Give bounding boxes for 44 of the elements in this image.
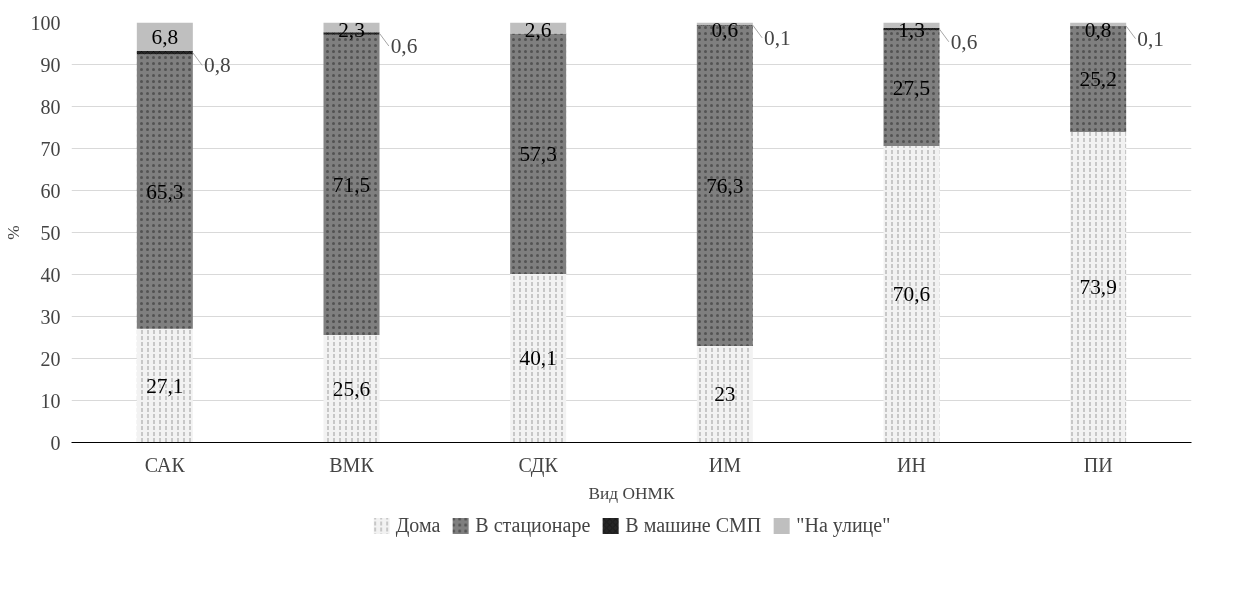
data-label: 25,2 [1079,67,1117,92]
data-label: 57,3 [519,141,557,166]
y-tick-label: 100 [30,11,61,34]
data-label: 73,9 [1079,275,1117,300]
data-label: 0,6 [711,17,739,42]
y-tick-label: 30 [40,305,61,328]
data-label: 0,8 [204,53,231,78]
y-tick-label: 60 [40,179,61,202]
x-tick-label: ИН [897,453,926,476]
y-tick-label: 10 [40,389,61,412]
data-label: 0,6 [390,34,418,59]
x-tick-label: ИМ [708,453,742,476]
data-label: 0,6 [950,29,978,54]
y-tick-label: 40 [40,263,61,286]
data-label: 25,6 [332,376,371,401]
data-label: 70,6 [892,282,931,307]
data-label: 76,3 [706,173,744,198]
x-tick-label: САК [144,453,186,476]
data-label: 71,5 [332,172,371,197]
y-tick-label: 90 [40,53,61,76]
data-label: 6,8 [151,24,179,49]
x-axis-title: Вид ОНМК [588,483,675,503]
x-tick-label: СДК [518,453,559,477]
legend-label: "На улице" [796,513,891,537]
data-label: 0,1 [1137,26,1165,51]
y-tick-label: 80 [40,95,61,118]
data-label: 65,3 [146,179,184,204]
data-label: 27,1 [146,373,184,398]
data-label: 0,8 [1084,17,1112,42]
x-tick-label: ПИ [1083,453,1113,476]
x-tick-label: ВМК [329,453,375,476]
y-tick-label: 70 [40,137,61,160]
data-label: 2,6 [524,17,552,42]
legend-label: Дома [395,513,441,537]
y-tick-label: 0 [50,431,61,454]
data-label: 0,1 [764,25,791,50]
data-label: 40,1 [519,346,557,371]
legend-label: В машине СМП [625,513,762,537]
data-label: 27,5 [892,76,931,101]
data-label: 23 [714,382,736,407]
y-tick-label: 50 [40,221,61,244]
y-tick-label: 20 [40,347,61,370]
legend-label: В стационаре [475,513,591,537]
y-axis-title: % [3,225,23,240]
